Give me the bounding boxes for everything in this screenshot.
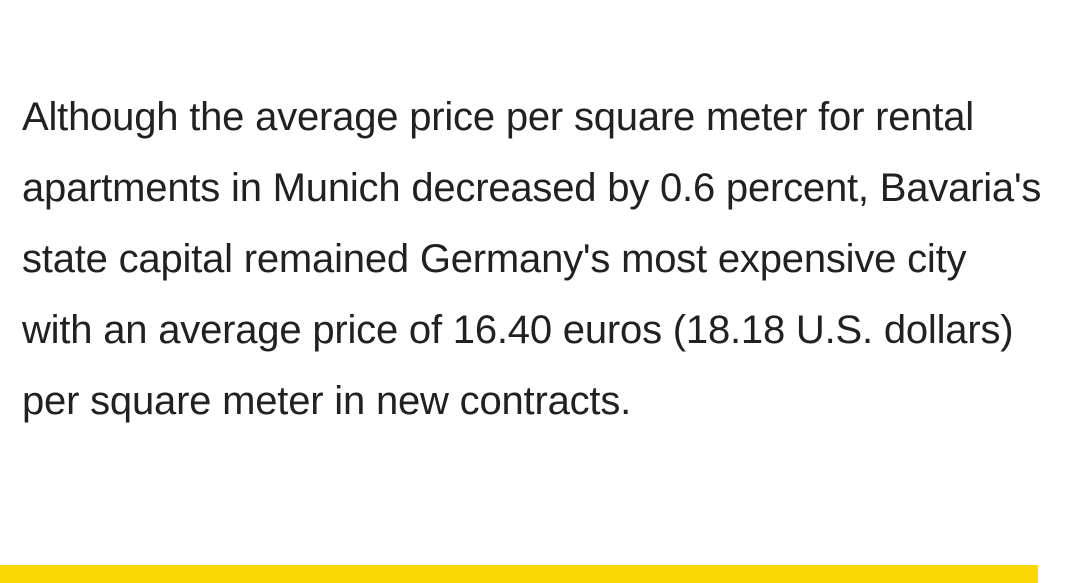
yellow-accent-bar	[0, 565, 1038, 583]
article-paragraph: Although the average price per square me…	[22, 95, 1042, 423]
